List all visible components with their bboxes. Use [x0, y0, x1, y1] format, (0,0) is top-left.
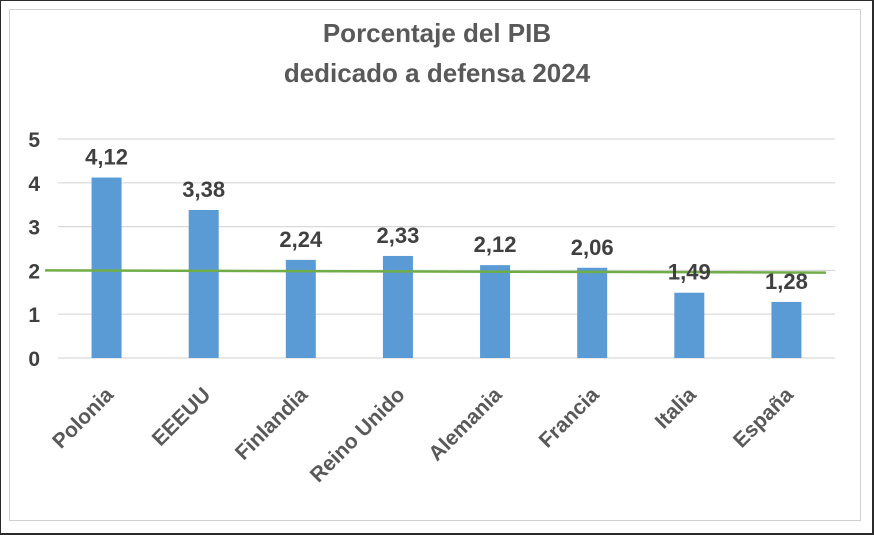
data-label-eeeuu: 3,38 [182, 177, 225, 202]
data-label-españa: 1,28 [765, 269, 808, 294]
bar-alemania [480, 265, 511, 358]
y-tick-label-5: 5 [28, 129, 40, 152]
category-label-italia: Italia [651, 383, 701, 433]
y-tick-label-2: 2 [28, 260, 40, 283]
bar-polonia [91, 177, 122, 358]
bar-finlandia [285, 259, 316, 358]
data-label-polonia: 4,12 [85, 145, 128, 170]
chart-title-line-1: Porcentaje del PIB [323, 18, 551, 48]
category-label-españa: España [729, 383, 798, 452]
bar-italia [674, 292, 705, 358]
gridlines [58, 138, 835, 359]
reference-line-group [44, 269, 827, 274]
data-label-francia: 2,06 [571, 235, 614, 260]
data-label-italia: 1,49 [668, 260, 711, 285]
category-label-reino-unido: Reino Unido [306, 383, 410, 487]
bar-reino-unido [382, 255, 413, 358]
y-tick-label-4: 4 [28, 173, 40, 196]
bar-francia [577, 267, 608, 358]
category-label-finlandia: Finlandia [231, 383, 313, 465]
category-label-francia: Francia [535, 383, 604, 452]
chart-title-line-2: dedicado a defensa 2024 [284, 58, 591, 88]
y-axis-ticks: 0 1 2 3 4 5 [28, 129, 40, 371]
data-label-alemania: 2,12 [474, 232, 517, 257]
bars [91, 177, 802, 358]
category-label-eeeuu: EEEUU [148, 383, 215, 450]
y-tick-label-3: 3 [28, 217, 40, 240]
bar-eeeuu [188, 209, 219, 358]
y-tick-label-0: 0 [28, 348, 40, 371]
data-label-reino-unido: 2,33 [377, 223, 420, 248]
data-label-finlandia: 2,24 [279, 227, 323, 252]
y-tick-label-1: 1 [28, 304, 40, 327]
category-label-alemania: Alemania [424, 383, 507, 466]
category-label-polonia: Polonia [48, 383, 118, 453]
chart-title: Porcentaje del PIB dedicado a defensa 20… [284, 18, 591, 88]
chart-area [9, 9, 861, 521]
bar-españa [771, 301, 802, 358]
reference-line [44, 269, 827, 274]
data-labels: 4,12 3,38 2,24 2,33 2,12 2,06 1,49 1,28 [85, 145, 808, 294]
